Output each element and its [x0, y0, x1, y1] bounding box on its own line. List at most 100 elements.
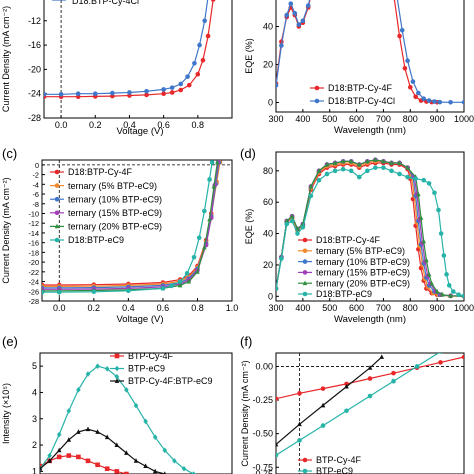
data-point [76, 454, 81, 460]
data-point [209, 160, 215, 165]
legend-marker [314, 85, 320, 91]
x-tick-label: 700 [376, 114, 391, 124]
data-point [169, 85, 175, 90]
legend-entry: ternary (5% BTP-eC9) [68, 181, 157, 191]
data-point [416, 191, 421, 197]
data-point [456, 292, 461, 298]
data-point [172, 458, 177, 464]
y-tick-label: 2 [32, 440, 37, 450]
data-point [344, 408, 349, 414]
data-point [47, 458, 52, 463]
data-point [405, 164, 410, 170]
data-point [296, 22, 302, 27]
legend-entry: ternary (20% BTP-eC9) [316, 278, 410, 288]
data-point [114, 469, 120, 474]
panel-a: 0.0 0.2 0.4 0.6 0.8 -28 -24 -20 -16 -12 Voltage (V… [1, 0, 233, 137]
x-tick-label: 800 [403, 303, 418, 313]
series-5 [276, 165, 464, 299]
data-point [126, 288, 131, 294]
legend-entry: BTP-eC9 [316, 466, 353, 474]
data-point [56, 431, 62, 438]
y-tick-label-partial: -0.75 [252, 469, 273, 474]
data-point [332, 168, 338, 174]
legend-entry: ternary (15% BTP-eC9) [316, 268, 410, 278]
data-point [438, 353, 443, 354]
x-tick-label: 0.0 [53, 303, 66, 313]
legend-marker [302, 237, 308, 243]
data-point [195, 71, 201, 77]
data-point [373, 157, 378, 162]
data-point [284, 221, 290, 227]
data-point [195, 269, 200, 274]
legend-marker [302, 270, 308, 275]
data-point [114, 442, 120, 447]
data-point [47, 452, 52, 459]
data-point [348, 158, 354, 164]
data-point [365, 158, 370, 164]
legend-marker [302, 468, 308, 474]
data-point [211, 184, 217, 189]
x-tick-label: 700 [376, 303, 391, 313]
data-point [391, 370, 396, 376]
data-point [373, 165, 378, 170]
y-tick-label: 0 [268, 98, 273, 108]
data-point [324, 171, 330, 177]
data-point [161, 87, 166, 92]
legend-marker [114, 353, 120, 359]
data-point [461, 293, 464, 299]
data-point [416, 90, 421, 96]
data-point [367, 376, 373, 381]
data-point [381, 165, 386, 170]
legend-entry: ternary (10% BTP-eC9) [68, 194, 162, 204]
data-point [308, 183, 314, 189]
data-point [133, 458, 139, 463]
data-point [185, 74, 190, 79]
x-tick-label: 0.6 [157, 120, 170, 130]
y-axis-label: Current Density (mA cm⁻²) [1, 177, 11, 283]
data-point [95, 429, 100, 434]
x-tick-label: 1000 [454, 114, 474, 124]
legend-entry: D18:BTP-Cy-4F [68, 167, 133, 177]
legend-marker [314, 98, 320, 104]
data-point [381, 158, 386, 164]
y-tick-label: -12 [28, 219, 39, 228]
x-tick-label: 0.0 [55, 120, 68, 130]
data-point [448, 293, 453, 298]
data-point [379, 354, 385, 359]
data-point [297, 391, 302, 396]
legend-marker [54, 196, 60, 202]
legend-marker [302, 457, 308, 463]
data-point [448, 100, 453, 105]
data-point [348, 168, 354, 174]
data-point [143, 418, 148, 425]
x-axis-label: Voltage (V) [117, 126, 164, 137]
data-point [300, 224, 306, 230]
data-point [407, 85, 413, 90]
panel-b: 300 400 500 600 700 800 900 1000 0 20 40 Wavelength… [244, 0, 474, 136]
data-point [104, 434, 110, 440]
series-line [44, 0, 214, 98]
y-tick-label: 0.00 [255, 361, 273, 371]
data-point [389, 160, 394, 165]
data-point [205, 33, 211, 39]
data-point [75, 91, 81, 96]
y-tick-label: -24 [28, 278, 39, 287]
y-tick-label: -20 [28, 258, 39, 267]
data-point [124, 387, 129, 393]
legend-entry: D18:BTP-Cy-4F [328, 83, 393, 93]
x-tick-label: 0.8 [192, 120, 205, 130]
data-point [344, 383, 349, 389]
data-point [367, 365, 373, 370]
plot-frame [275, 0, 465, 113]
data-point [365, 168, 370, 174]
legend-entry: BTP-Cy-4F:BTP-eC9 [128, 376, 213, 386]
data-point [320, 386, 326, 391]
data-point [332, 160, 338, 165]
data-point [320, 402, 326, 408]
x-tick-label: 0.4 [122, 303, 135, 313]
series-line [276, 353, 440, 456]
data-point [124, 450, 129, 455]
y-tick-label: -22 [28, 268, 39, 277]
series-0 [40, 453, 129, 474]
y-tick-label: 0 [35, 161, 39, 170]
